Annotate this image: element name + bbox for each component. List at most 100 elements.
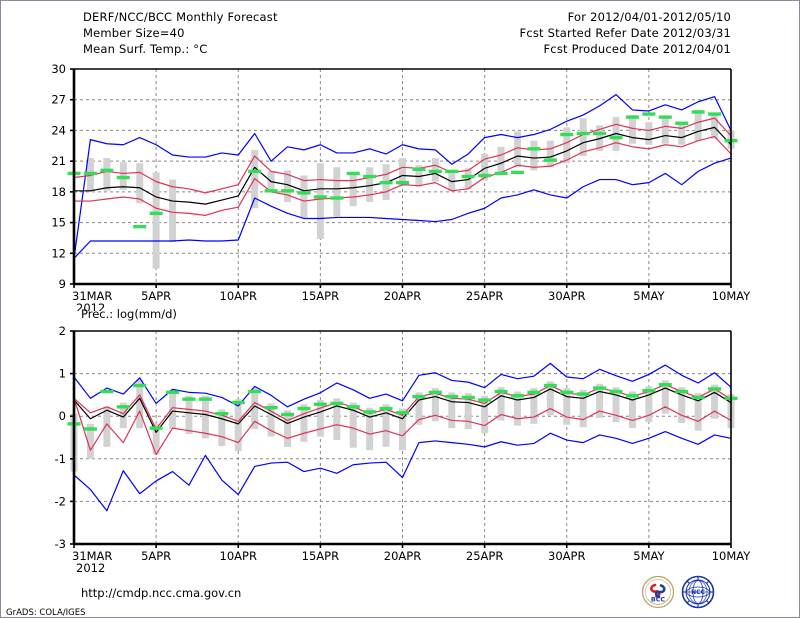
page-title: DERF/NCC/BCC Monthly Forecast <box>83 10 278 24</box>
ensemble-spread-bar <box>678 123 686 145</box>
svg-text:BCC: BCC <box>651 596 666 604</box>
ensemble-spread-bar <box>563 388 571 425</box>
ensemble-spread-bar <box>530 388 538 424</box>
y-tick-label: -2 <box>55 494 66 508</box>
x-tick-label: 20APR <box>384 549 421 563</box>
ensemble-spread-bar <box>136 163 144 204</box>
temperature-chart: 9 12 15 18 21 24 27 30 31MAR 5APR 10APR 15APR 20APR 2… <box>51 62 752 311</box>
x-tick-label: 15APR <box>302 289 339 303</box>
ensemble-spread-bar <box>579 118 587 157</box>
x-tick-label: 10APR <box>220 289 257 303</box>
ensemble-spread-bar <box>284 410 292 447</box>
x-tick-label: 20APR <box>384 289 421 303</box>
y-tick-label: 1 <box>59 367 66 381</box>
ensemble-spread-bar <box>530 140 538 171</box>
ensemble-spread-bar <box>316 163 324 239</box>
ensemble-spread-bar <box>86 423 94 459</box>
series-line <box>73 362 732 408</box>
x-tick-label: 30APR <box>548 549 585 563</box>
ensemble-spread-bar <box>546 381 554 416</box>
series-line <box>74 135 732 216</box>
ensemble-spread-bar <box>103 158 111 191</box>
x-tick-label: 5MAY <box>633 549 665 563</box>
ensemble-spread-bar <box>201 395 209 439</box>
ensemble-spread-bar <box>103 406 111 447</box>
x-tick-label: 31MAR <box>72 289 112 303</box>
forecast-started-label: Fcst Started Refer Date 2012/03/31 <box>519 26 731 40</box>
ensemble-spread-bar <box>152 423 160 455</box>
bcc-logo-icon: BCC <box>641 575 675 609</box>
y-tick-label: 27 <box>51 93 66 107</box>
x-tick-label: 30APR <box>548 289 585 303</box>
ensemble-spread-bar <box>136 379 144 429</box>
series-line <box>73 387 732 433</box>
series-line <box>73 384 732 430</box>
ensemble-spread-bar <box>563 127 571 164</box>
x-axis-year-label: 2012 <box>76 561 105 575</box>
ensemble-spread-bar <box>119 402 127 429</box>
ensemble-spread-bar <box>316 400 324 437</box>
ensemble-spread-bar <box>399 408 406 451</box>
ensemble-spread-bar <box>399 158 406 186</box>
ensemble-spread-bar <box>513 131 521 168</box>
series-line <box>73 117 732 194</box>
y-tick-label: -3 <box>55 537 66 551</box>
ensemble-spread-bar <box>464 168 472 189</box>
ensemble-spread-bar <box>349 172 357 207</box>
ensemble-spread-bar <box>678 387 686 424</box>
y-tick-label: 15 <box>51 216 66 230</box>
ensemble-spread-bar <box>645 122 653 145</box>
ensemble-spread-bar <box>169 389 177 429</box>
ensemble-spread-bar <box>513 391 521 426</box>
ensemble-spread-bar <box>497 387 505 421</box>
y-tick-label: 0 <box>59 409 66 423</box>
x-tick-label: 15APR <box>302 549 339 563</box>
y-tick-label: 9 <box>59 277 66 291</box>
x-tick-label: 10APR <box>220 549 257 563</box>
variable-label: Mean Surf. Temp.: °C <box>83 42 208 56</box>
ensemble-spread-bar <box>366 167 374 203</box>
cmdp-url-link[interactable]: http://cmdp.ncc.cma.gov.cn <box>81 586 242 600</box>
ensemble-spread-bar <box>251 388 259 429</box>
ensemble-spread-bar <box>218 409 226 447</box>
ensemble-spread-bar <box>481 153 489 181</box>
ensemble-spread-bar <box>185 395 193 435</box>
x-tick-label: 25APR <box>466 289 503 303</box>
ensemble-spread-bar <box>366 407 374 451</box>
ensemble-spread-bar <box>267 403 275 437</box>
ensemble-spread-bar <box>349 402 357 448</box>
x-tick-label: 5MAY <box>633 289 665 303</box>
ensemble-spread-bar <box>497 146 505 175</box>
x-axis-year-label: 2012 <box>76 301 105 311</box>
ensemble-spread-bar <box>300 175 308 219</box>
series-line <box>73 430 732 512</box>
ensemble-spread-bar <box>596 383 604 418</box>
ensemble-spread-bar <box>711 384 719 419</box>
y-tick-label: -1 <box>55 452 66 466</box>
y-tick-label: 21 <box>51 154 66 168</box>
series-line <box>74 126 732 205</box>
y-tick-label: 18 <box>51 185 66 199</box>
ensemble-spread-bar <box>661 117 669 144</box>
forecast-range-label: For 2012/04/01-2012/05/10 <box>567 10 731 24</box>
svg-text:NCC: NCC <box>691 589 705 596</box>
x-tick-label: 10MAY <box>712 289 752 303</box>
ensemble-spread-bar <box>464 393 472 429</box>
x-tick-label: 5APR <box>141 549 171 563</box>
precipitation-chart: -3 -2 -1 0 1 2 31MAR 5APR 10APR 15APR 20APR 25APR 30… <box>55 324 752 575</box>
ensemble-spread-bar <box>152 172 160 269</box>
ensemble-spread-bar <box>284 170 292 203</box>
ensemble-spread-bar <box>234 399 242 452</box>
ensemble-spread-bar <box>169 179 177 243</box>
forecast-produced-label: Fcst Produced Date 2012/04/01 <box>543 42 731 56</box>
x-tick-label: 25APR <box>466 549 503 563</box>
ensemble-spread-bar <box>300 404 308 442</box>
ensemble-spread-bar <box>546 140 554 168</box>
ensemble-spread-bar <box>628 391 636 429</box>
ensemble-spread-bar <box>628 115 636 144</box>
ensemble-spread-bar <box>711 113 719 139</box>
ensemble-spread-bar <box>694 393 702 431</box>
series-line <box>73 157 732 259</box>
series-line <box>73 398 732 456</box>
y-tick-label: 30 <box>51 62 66 76</box>
